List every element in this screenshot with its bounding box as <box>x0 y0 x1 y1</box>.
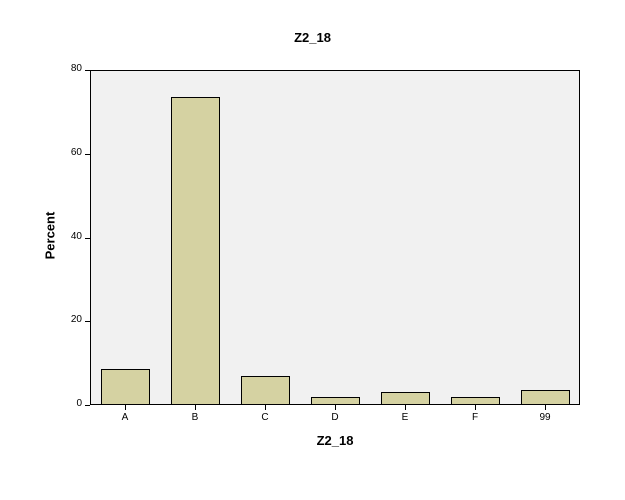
x-tick-label: B <box>160 412 230 423</box>
y-tick-mark <box>85 405 90 406</box>
x-tick-label: E <box>370 412 440 423</box>
x-tick-mark <box>265 405 266 410</box>
x-tick-mark <box>335 405 336 410</box>
x-tick-label: A <box>90 412 160 423</box>
bar <box>381 392 430 405</box>
x-tick-mark <box>475 405 476 410</box>
x-tick-mark <box>545 405 546 410</box>
chart-title: Z2_18 <box>0 30 625 45</box>
bar <box>451 397 500 405</box>
x-tick-label: D <box>300 412 370 423</box>
x-tick-mark <box>195 405 196 410</box>
y-tick-mark <box>85 238 90 239</box>
x-tick-mark <box>125 405 126 410</box>
y-tick-mark <box>85 70 90 71</box>
bar <box>171 97 220 405</box>
bar <box>101 369 150 405</box>
y-tick-mark <box>85 321 90 322</box>
x-tick-mark <box>405 405 406 410</box>
y-tick-mark <box>85 154 90 155</box>
x-axis-label: Z2_18 <box>90 433 580 448</box>
x-tick-label: C <box>230 412 300 423</box>
x-tick-label: F <box>440 412 510 423</box>
bar <box>521 390 570 405</box>
y-tick-label: 60 <box>52 147 82 158</box>
y-tick-label: 20 <box>52 314 82 325</box>
x-tick-label: 99 <box>510 412 580 423</box>
bar <box>241 376 290 405</box>
chart-container: Z2_18 Percent Z2_18 020406080ABCDEF99 <box>0 0 625 500</box>
plot-area <box>90 70 580 405</box>
y-tick-label: 0 <box>52 398 82 409</box>
y-tick-label: 40 <box>52 231 82 242</box>
y-tick-label: 80 <box>52 63 82 74</box>
bar <box>311 397 360 405</box>
